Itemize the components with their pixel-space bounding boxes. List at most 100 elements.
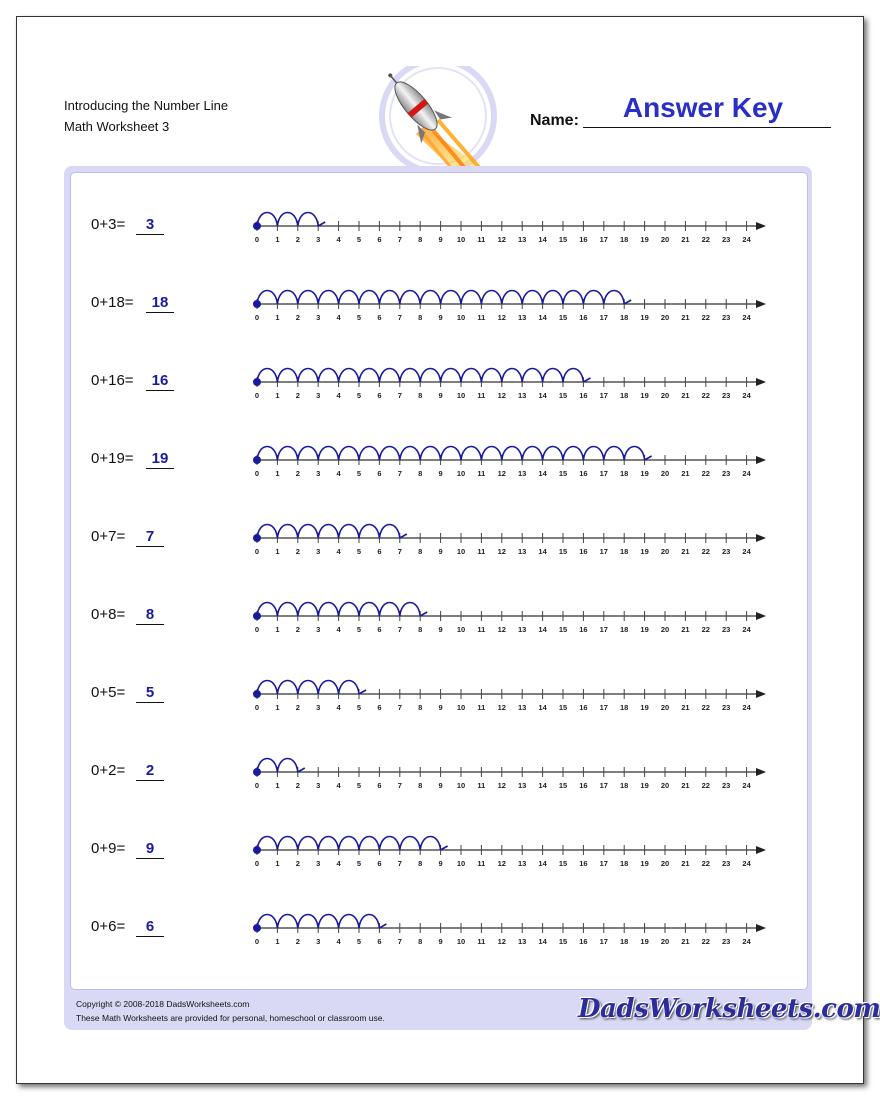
answer-field[interactable]: 6: [136, 918, 164, 937]
answer-field[interactable]: 19: [146, 450, 174, 469]
equation-text: 0+8=: [91, 606, 126, 623]
tick-label: 3: [316, 859, 320, 868]
tick-label: 16: [579, 625, 587, 634]
tick-label: 7: [398, 235, 402, 244]
hop-arc: [276, 211, 299, 227]
tick-label: 24: [742, 859, 751, 868]
hop-arc: [317, 679, 340, 695]
hop-arc: [562, 289, 585, 305]
arrow-right-icon: [756, 924, 766, 932]
equation-text: 0+5=: [91, 684, 126, 701]
start-dot: [253, 456, 261, 464]
hop-arc: [317, 601, 340, 617]
tick-label: 22: [702, 547, 710, 556]
start-dot: [253, 690, 261, 698]
tick-label: 16: [579, 235, 587, 244]
tick-label: 24: [742, 781, 751, 790]
problem-row: 0+18= 18 0 1 2 3 4 5 6 7 8 9 10 11 12 13 14 15 16 17 18 19 20 2…: [0, 289, 880, 344]
equation-text: 0+19=: [91, 450, 134, 467]
arrow-right-icon: [756, 300, 766, 308]
answer-field[interactable]: 8: [136, 606, 164, 625]
hop-arc: [541, 289, 564, 305]
hop-arc: [317, 445, 340, 461]
tick-label: 14: [538, 781, 547, 790]
tick-label: 23: [722, 625, 730, 634]
hop-arc: [358, 367, 381, 383]
tick-label: 0: [255, 391, 259, 400]
tick-label: 1: [275, 703, 279, 712]
hop-arc: [256, 445, 279, 461]
answer-field[interactable]: 16: [146, 372, 174, 391]
tick-label: 11: [477, 547, 485, 556]
tick-label: 13: [518, 625, 526, 634]
problem-row: 0+9= 9 0 1 2 3 4 5 6 7 8 9 10 11 12 13 14 15 16 17 18 19 20 21 2…: [0, 835, 880, 890]
hop-arc: [460, 289, 483, 305]
hop-arc: [297, 913, 319, 929]
hop-arc: [582, 289, 605, 305]
tick-label: 10: [457, 391, 465, 400]
tick-label: 20: [661, 625, 669, 634]
tick-label: 5: [357, 391, 361, 400]
tick-label: 12: [498, 625, 506, 634]
equation-text: 0+6=: [91, 918, 126, 935]
equation-text: 0+16=: [91, 372, 134, 389]
tick-label: 1: [275, 547, 279, 556]
hop-arc: [256, 523, 279, 539]
hop-arc: [317, 523, 340, 539]
tick-label: 17: [600, 235, 608, 244]
answer-field[interactable]: 7: [136, 528, 164, 547]
tick-label: 12: [498, 313, 506, 322]
hop-arc: [603, 445, 625, 461]
start-dot: [253, 924, 261, 932]
hop-arc: [337, 835, 360, 851]
start-dot: [253, 768, 261, 776]
hop-arc: [419, 367, 442, 383]
tick-label: 18: [620, 625, 628, 634]
tick-label: 11: [477, 625, 485, 634]
tick-label: 0: [255, 547, 259, 556]
tick-label: 10: [457, 859, 465, 868]
answer-field[interactable]: 2: [136, 762, 164, 781]
tick-label: 19: [640, 547, 648, 556]
tick-label: 1: [275, 235, 279, 244]
start-dot: [253, 300, 261, 308]
tick-label: 4: [337, 781, 342, 790]
hop-arc: [399, 367, 421, 383]
hop-arc: [378, 601, 401, 617]
hop-arc: [337, 445, 360, 461]
tick-label: 20: [661, 235, 669, 244]
answer-field[interactable]: 18: [146, 294, 174, 313]
tick-label: 13: [518, 703, 526, 712]
tick-label: 20: [661, 937, 669, 946]
tick-label: 17: [600, 547, 608, 556]
tick-label: 6: [377, 469, 381, 478]
tick-label: 9: [439, 547, 443, 556]
number-line: 0 1 2 3 4 5 6 7 8 9 10 11 12 13 14 15 16 17 18 19 20 21 22 23 24: [253, 913, 766, 946]
hop-arc: [276, 367, 299, 383]
tick-label: 2: [296, 235, 300, 244]
answer-field[interactable]: 9: [136, 840, 164, 859]
hop-arc: [419, 835, 442, 851]
answer-field[interactable]: 3: [136, 216, 164, 235]
tick-label: 13: [518, 235, 526, 244]
tick-label: 13: [518, 469, 526, 478]
tick-label: 6: [377, 625, 381, 634]
answer-field[interactable]: 5: [136, 684, 164, 703]
tick-label: 3: [316, 937, 320, 946]
tick-label: 24: [742, 235, 751, 244]
tick-label: 9: [439, 391, 443, 400]
problem-row: 0+19= 19 0 1 2 3 4 5 6 7 8 9 10 11 12 13 14 15 16 17 18 19 20 2…: [0, 445, 880, 500]
tick-label: 14: [538, 391, 547, 400]
tick-label: 21: [681, 781, 689, 790]
tick-label: 8: [418, 235, 422, 244]
hop-arc: [276, 757, 299, 773]
tick-label: 10: [457, 781, 465, 790]
dadsworksheets-logo: DadsWorksheets.com: [578, 994, 880, 1024]
tick-label: 17: [600, 781, 608, 790]
answer-key-label: Answer Key: [622, 92, 784, 123]
tick-label: 24: [742, 547, 751, 556]
hop-arc: [297, 835, 319, 851]
tick-label: 21: [681, 859, 689, 868]
tick-label: 20: [661, 391, 669, 400]
tick-label: 12: [498, 235, 506, 244]
